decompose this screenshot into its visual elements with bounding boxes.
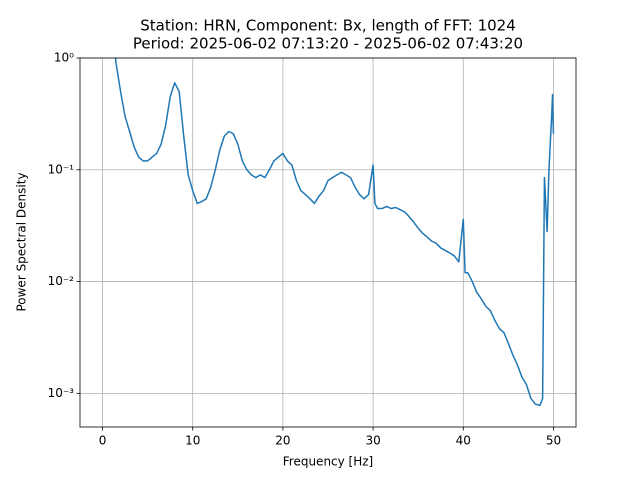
y-tick-label: 10⁻¹: [48, 162, 75, 176]
x-tick-label: 10: [185, 434, 200, 448]
x-tick-label: 20: [275, 434, 290, 448]
x-tick-label: 30: [365, 434, 380, 448]
chart-title: Station: HRN, Component: Bx, length of F…: [140, 17, 516, 35]
y-tick-label: 10⁰: [54, 51, 74, 65]
plot-area: [114, 58, 555, 407]
y-axis-label: Power Spectral Density: [15, 172, 29, 311]
x-axis-label: Frequency [Hz]: [283, 455, 374, 469]
x-tick-label: 0: [99, 434, 107, 448]
x-tick-label: 50: [546, 434, 561, 448]
y-tick-label: 10⁻³: [48, 386, 75, 400]
grid: [80, 57, 576, 427]
data-line: [114, 58, 555, 407]
axes-frame: [79, 57, 577, 428]
chart-subtitle: Period: 2025-06-02 07:13:20 - 2025-06-02…: [133, 35, 523, 53]
x-tick-label: 40: [456, 434, 471, 448]
y-tick-label: 10⁻²: [48, 274, 75, 288]
